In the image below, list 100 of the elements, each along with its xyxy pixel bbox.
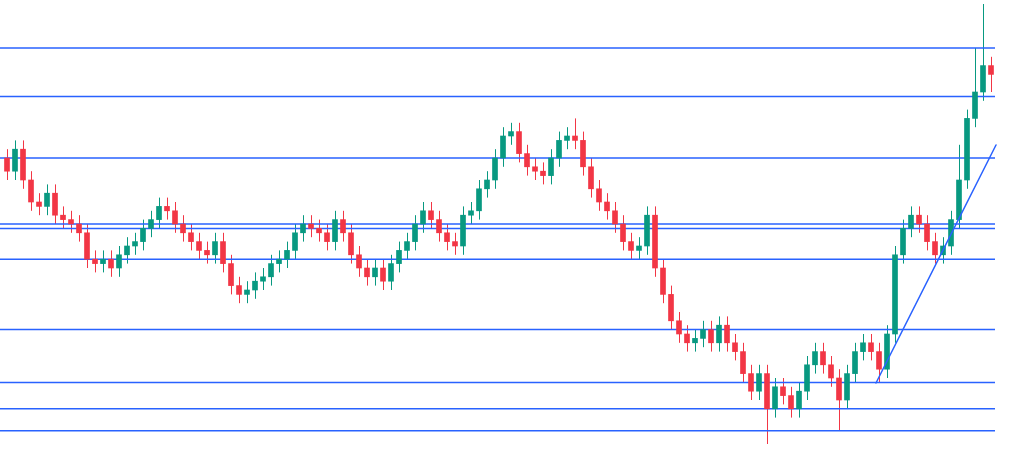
candlestick	[60, 205, 66, 229]
candlestick	[268, 254, 274, 287]
candlestick	[108, 249, 114, 278]
candlestick	[348, 223, 354, 265]
candlestick	[908, 205, 914, 238]
candlestick	[588, 157, 594, 199]
candlestick	[116, 245, 122, 278]
candlestick	[52, 183, 58, 225]
candlestick	[692, 329, 698, 353]
candlestick	[500, 126, 506, 168]
candlestick	[284, 241, 290, 269]
candlestick	[860, 333, 866, 361]
candlestick	[700, 320, 706, 348]
candlestick	[684, 324, 690, 353]
candlestick	[708, 320, 714, 353]
candlestick	[292, 223, 298, 260]
candlestick	[452, 232, 458, 256]
candlestick	[636, 236, 642, 260]
candlestick	[540, 161, 546, 185]
candlestick	[204, 241, 210, 265]
candlestick	[44, 183, 50, 216]
candlestick	[876, 342, 882, 383]
candlestick	[252, 271, 258, 300]
candlestick	[532, 157, 538, 181]
candlestick	[148, 210, 154, 238]
candlestick	[212, 232, 218, 265]
candlestick	[12, 139, 18, 181]
candlestick	[676, 311, 682, 344]
candlestick	[548, 148, 554, 185]
candlestick	[732, 333, 738, 361]
candlestick	[140, 219, 146, 251]
candlestick	[524, 144, 530, 177]
candlestick	[220, 232, 226, 273]
candlestick	[812, 342, 818, 375]
candlestick	[28, 170, 34, 212]
candlestick	[364, 258, 370, 287]
candlestick	[596, 179, 602, 212]
candlestick	[356, 245, 362, 278]
candlestick	[68, 210, 74, 234]
candlestick	[188, 223, 194, 251]
candlestick	[228, 254, 234, 295]
candlestick	[716, 315, 722, 353]
candlestick	[156, 197, 162, 229]
candlestick	[932, 232, 938, 265]
candlestick	[372, 258, 378, 287]
candlestick	[196, 232, 202, 260]
candlestick	[772, 377, 778, 419]
candlestick	[916, 205, 922, 234]
candlestick	[92, 249, 98, 273]
candlestick	[412, 214, 418, 251]
candlestick	[332, 210, 338, 251]
candlestick	[868, 333, 874, 361]
candlestick	[324, 223, 330, 251]
candlestick	[740, 342, 746, 383]
candlestick	[924, 214, 930, 251]
candlestick	[468, 201, 474, 225]
candlestick	[100, 249, 106, 273]
candlestick	[4, 148, 10, 181]
candlestick	[308, 214, 314, 238]
candlestick	[820, 342, 826, 375]
candlestick	[236, 276, 242, 304]
candlestick	[828, 355, 834, 388]
candlestick	[172, 201, 178, 234]
candlestick	[748, 364, 754, 401]
candlestick	[244, 280, 250, 304]
candlestick	[852, 342, 858, 383]
candlestick	[796, 381, 802, 419]
candlestick	[628, 232, 634, 260]
candlestick	[316, 219, 322, 243]
candlestick	[836, 368, 842, 432]
candlestick	[420, 201, 426, 234]
candlestick	[388, 254, 394, 291]
candlestick	[260, 267, 266, 291]
candlestick	[572, 117, 578, 150]
candlestick	[780, 377, 786, 405]
candlestick	[380, 258, 386, 291]
candlestick	[404, 232, 410, 260]
candlestick	[340, 210, 346, 243]
candlestick	[564, 126, 570, 150]
candlestick	[276, 249, 282, 273]
candlestick	[180, 214, 186, 243]
candlestick	[516, 122, 522, 163]
candlestick	[36, 192, 42, 216]
candlestick	[476, 179, 482, 221]
candlestick	[492, 148, 498, 190]
candlestick	[788, 386, 794, 419]
candlestick	[444, 223, 450, 251]
candlestick	[604, 192, 610, 221]
candlestick	[428, 201, 434, 229]
candlestick	[756, 364, 762, 401]
candlestick	[300, 214, 306, 243]
candlestick	[124, 236, 130, 265]
candlestick	[508, 122, 514, 146]
candlestick	[396, 241, 402, 273]
candlestick	[132, 232, 138, 256]
candlestick	[76, 214, 82, 243]
candlestick	[436, 210, 442, 243]
candlestick	[484, 170, 490, 199]
candlestick	[988, 56, 994, 93]
candlestick	[164, 197, 170, 221]
